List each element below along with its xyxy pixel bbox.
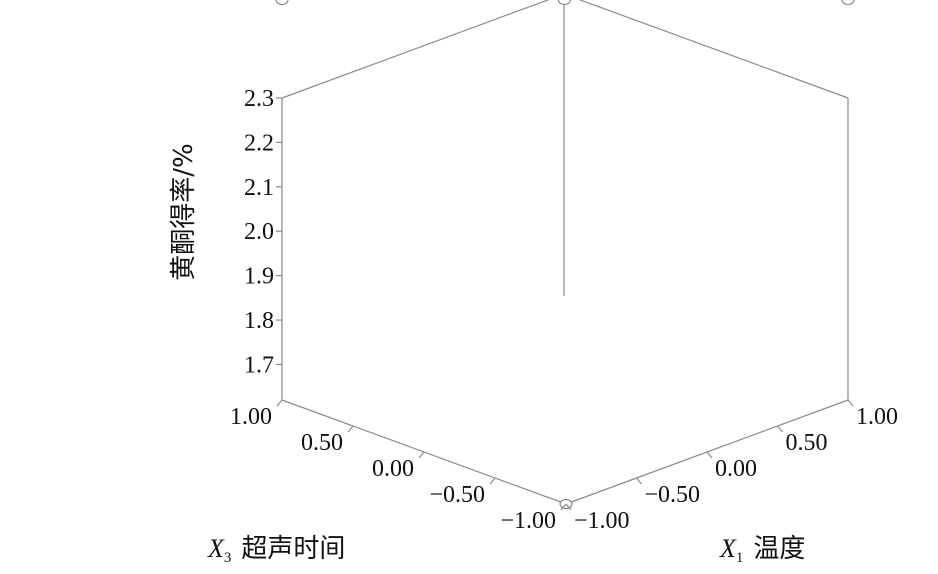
z-tick-label: 1.7 bbox=[244, 352, 274, 378]
x3-tick-mark bbox=[418, 451, 425, 459]
x1-tick-label: 1.00 bbox=[856, 404, 898, 430]
top-edge-right bbox=[578, 0, 849, 99]
corner-markers bbox=[275, 0, 855, 509]
x1-tick-mark bbox=[847, 399, 854, 407]
x3-tick-mark bbox=[489, 477, 496, 485]
x3-axis-ticks: −1.00 −0.50 0.00 0.50 1.00 bbox=[230, 399, 567, 534]
x1-tick-label: 0.50 bbox=[786, 430, 828, 456]
z-tick-label: 1.8 bbox=[244, 308, 274, 334]
x3-tick-label: 1.00 bbox=[230, 404, 272, 430]
x1-tick-label: −1.00 bbox=[574, 508, 630, 534]
x3-tick-mark bbox=[276, 399, 283, 407]
x3-tick-mark bbox=[560, 503, 567, 511]
z-tick-label: 2.3 bbox=[244, 86, 274, 112]
x1-tick-mark bbox=[636, 477, 642, 485]
z-tick-label: 2.0 bbox=[244, 219, 274, 245]
z-axis-title: 黄酮得率/% bbox=[169, 143, 199, 280]
z-tick-label: 1.9 bbox=[244, 264, 274, 290]
x1-tick-label: 0.00 bbox=[715, 456, 757, 482]
z-tick-label: 2.2 bbox=[244, 130, 274, 156]
x1-tick-mark bbox=[706, 451, 713, 459]
x1-tick-label: −0.50 bbox=[645, 482, 701, 508]
x1-axis-ticks: −1.00 −0.50 0.00 0.50 1.00 bbox=[565, 399, 898, 534]
marker-right-edge bbox=[841, 0, 855, 5]
x3-tick-label: −0.50 bbox=[429, 482, 485, 508]
z-tick-label: 2.1 bbox=[244, 175, 274, 201]
x3-tick-mark bbox=[347, 425, 354, 433]
marker-left-edge bbox=[275, 0, 289, 5]
top-edge-left bbox=[281, 0, 550, 99]
x3-tick-label: 0.50 bbox=[301, 430, 343, 456]
x1-tick-mark bbox=[565, 503, 572, 511]
x3-axis-title: X3 超声时间 bbox=[207, 534, 345, 566]
x1-axis-title: X1 温度 bbox=[719, 534, 805, 566]
x3-tick-label: −1.00 bbox=[500, 508, 556, 534]
x1-tick-mark bbox=[777, 425, 783, 433]
marker-surface-center bbox=[557, 0, 571, 5]
axes-frame bbox=[281, 0, 849, 505]
x3-tick-label: 0.00 bbox=[372, 456, 414, 482]
z-axis-ticks: 1.7 1.8 1.9 2.0 2.1 2.2 2.3 bbox=[244, 86, 282, 378]
